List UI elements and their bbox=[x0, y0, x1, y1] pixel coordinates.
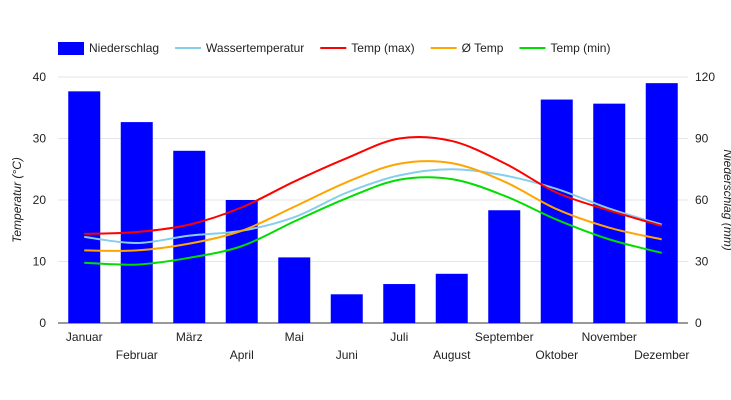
precipitation-bar-9 bbox=[488, 210, 521, 323]
legend-label: Wassertemperatur bbox=[206, 41, 304, 55]
precipitation-bars bbox=[68, 83, 678, 324]
series-line-temp bbox=[84, 160, 662, 252]
legend-swatch bbox=[58, 42, 84, 55]
left-tick-label: 40 bbox=[33, 70, 47, 84]
legend-label: Niederschlag bbox=[89, 41, 159, 55]
right-tick-label: 0 bbox=[695, 316, 702, 330]
series-line-wassertemperatur bbox=[84, 168, 663, 245]
left-axis-ticks: 0 10 20 30 40 bbox=[33, 70, 47, 330]
precipitation-bar-12 bbox=[645, 83, 678, 324]
left-tick-label: 10 bbox=[33, 255, 47, 269]
right-tick-label: 60 bbox=[695, 193, 709, 207]
legend-item-3: Temp (min) bbox=[519, 41, 610, 55]
x-tick-label: Juni bbox=[336, 348, 358, 362]
left-tick-label: 30 bbox=[33, 132, 47, 146]
x-tick-label: Juli bbox=[390, 330, 408, 344]
x-tick-label: September bbox=[475, 330, 534, 344]
right-tick-label: 30 bbox=[695, 255, 709, 269]
legend-label: Ø Temp bbox=[462, 41, 504, 55]
legend-item-niederschlag: Niederschlag bbox=[58, 41, 159, 55]
precipitation-bar-5 bbox=[278, 257, 311, 323]
precipitation-bar-8 bbox=[435, 273, 468, 323]
right-axis-ticks: 0 30 60 90 120 bbox=[695, 70, 715, 330]
precipitation-bar-10 bbox=[540, 99, 573, 323]
precipitation-bar-4 bbox=[225, 200, 258, 323]
x-tick-label: Mai bbox=[285, 330, 304, 344]
left-tick-label: 0 bbox=[39, 316, 46, 330]
x-tick-label: April bbox=[230, 348, 254, 362]
x-tick-label: August bbox=[433, 348, 471, 362]
right-tick-label: 90 bbox=[695, 132, 709, 146]
left-axis-title: Temperatur (°C) bbox=[10, 157, 24, 243]
legend-label: Temp (max) bbox=[351, 41, 414, 55]
series-line-temp-min bbox=[84, 176, 662, 266]
x-axis-ticks: Januar Februar März April Mai Juni Juli August S… bbox=[66, 330, 690, 362]
x-tick-label: Februar bbox=[116, 348, 158, 362]
legend-item-2: Ø Temp bbox=[430, 41, 504, 55]
series-line-temp-max bbox=[84, 135, 663, 235]
precipitation-bar-7 bbox=[383, 284, 416, 323]
precipitation-bar-1 bbox=[68, 91, 101, 323]
left-tick-label: 20 bbox=[33, 193, 47, 207]
legend: Niederschlag Wassertemperatur Temp (max) Ø … bbox=[58, 41, 610, 55]
x-tick-label: Dezember bbox=[634, 348, 689, 362]
x-tick-label: Oktober bbox=[535, 348, 578, 362]
legend-label: Temp (min) bbox=[550, 41, 610, 55]
x-tick-label: Januar bbox=[66, 330, 103, 344]
right-axis-title: Niederschlag (mm) bbox=[721, 149, 731, 250]
x-tick-label: März bbox=[176, 330, 203, 344]
precipitation-bar-6 bbox=[330, 294, 363, 323]
legend-item-0: Wassertemperatur bbox=[175, 41, 304, 55]
precipitation-bar-2 bbox=[120, 122, 153, 323]
right-tick-label: 120 bbox=[695, 70, 715, 84]
temperature-lines bbox=[84, 135, 663, 266]
x-tick-label: November bbox=[582, 330, 637, 344]
legend-item-1: Temp (max) bbox=[320, 41, 415, 55]
